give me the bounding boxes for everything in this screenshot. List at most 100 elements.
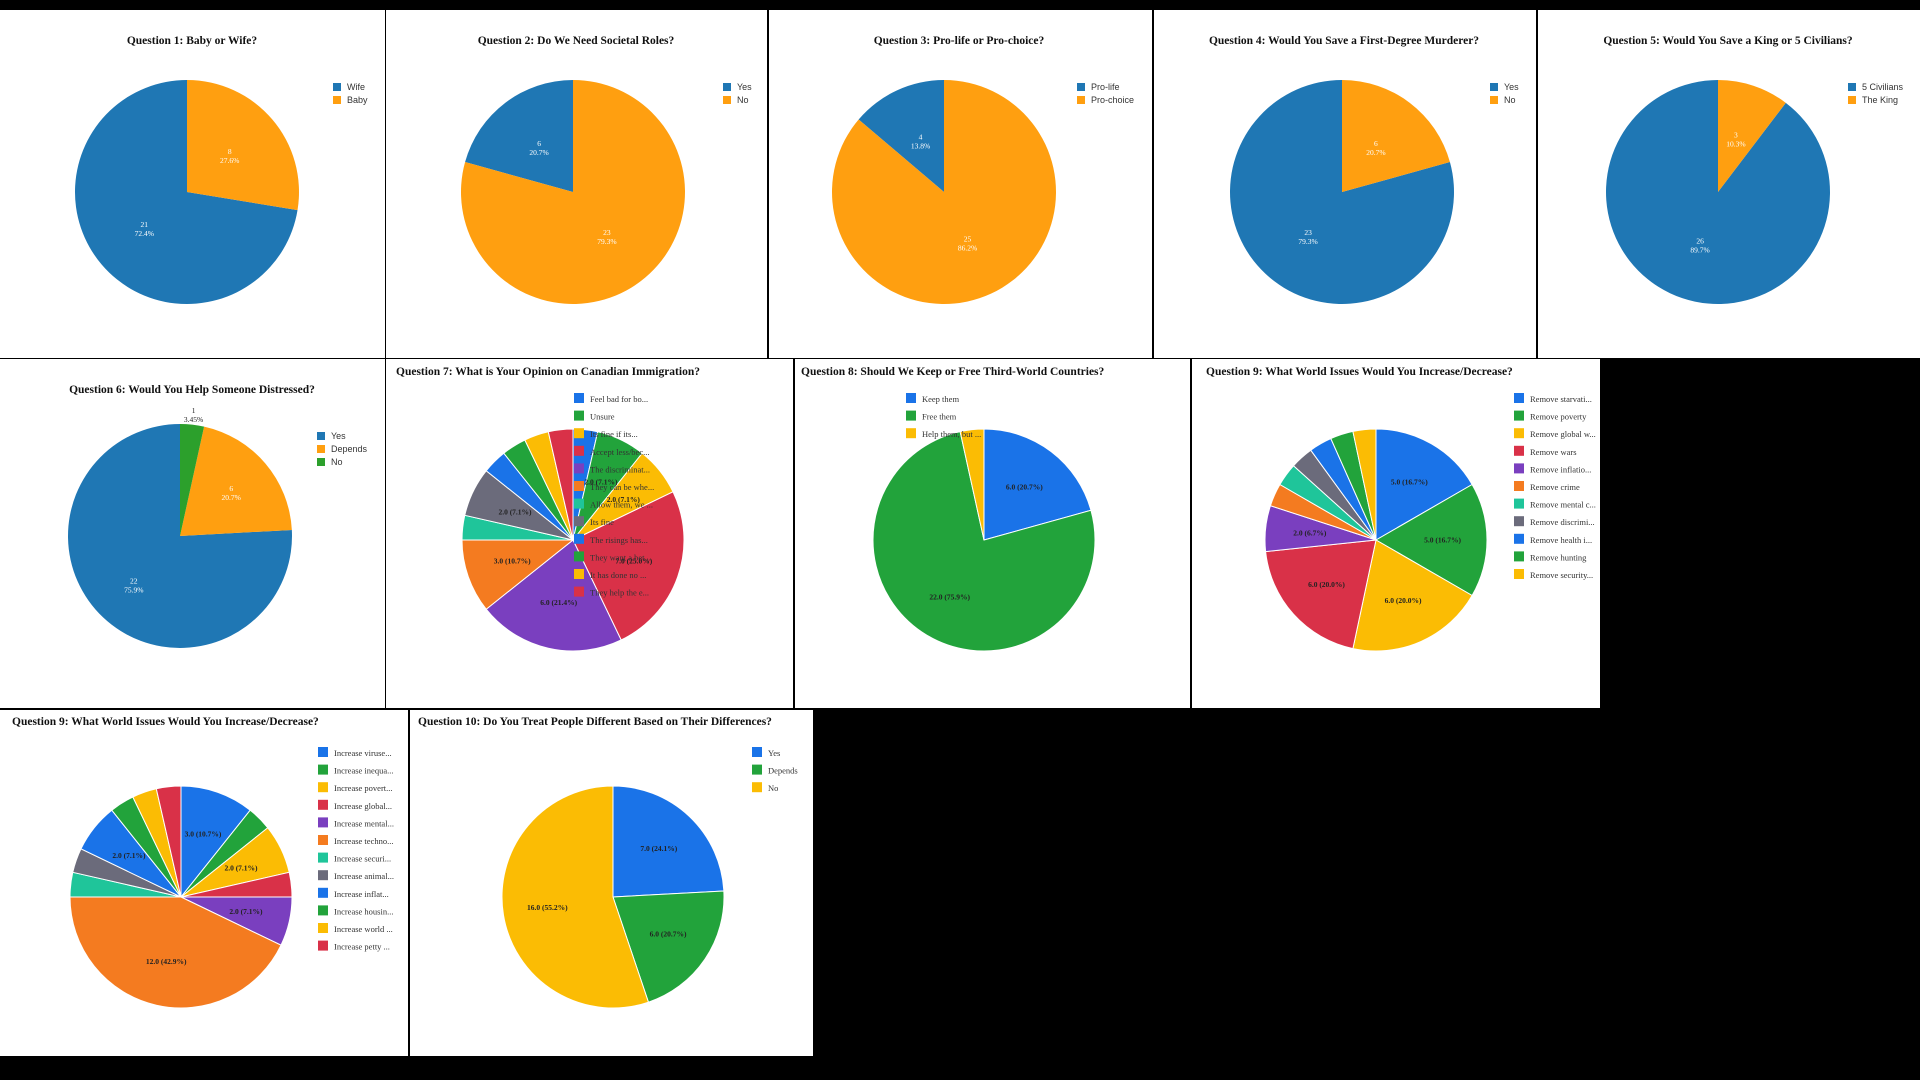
slice-label-0: 3.0 (10.7%) <box>185 829 222 838</box>
legend-label-1: Free them <box>922 412 957 422</box>
slice-label-2: 6.0 (20.0%) <box>1385 596 1422 605</box>
chart-legend: Remove starvati... Remove poverty Remove g… <box>1514 393 1596 580</box>
pie-slice-11 <box>155 785 182 898</box>
legend-swatch-2 <box>318 782 328 793</box>
legend-swatch-2 <box>1514 428 1524 439</box>
legend-label-1: Depends <box>768 766 798 776</box>
legend-swatch-9 <box>318 905 328 916</box>
legend-swatch-5 <box>574 481 584 491</box>
legend-swatch-0 <box>1077 83 1085 91</box>
pie-chart: Question 3: Pro-life or Pro-choice? 4 13.… <box>831 35 1134 304</box>
legend-swatch-8 <box>318 887 328 898</box>
chart-legend: Keep them Free them Help them, but ... <box>906 393 981 439</box>
legend-swatch-1 <box>1848 96 1856 104</box>
chart-panel-q2: Question 2: Do We Need Societal Roles? 6… <box>386 10 767 358</box>
legend-label-0: Remove starvati... <box>1530 394 1592 404</box>
slice-label-0: 23 79.3% <box>1298 228 1317 246</box>
legend-swatch-9 <box>574 551 584 562</box>
legend-label-11: They help the e... <box>590 588 649 598</box>
pie-slice-0 <box>1605 80 1830 304</box>
chart-legend: Yes Depends No <box>752 747 798 793</box>
slice-label-1: 6.0 (20.7%) <box>650 930 687 939</box>
slice-label-2: 2.0 (7.1%) <box>607 495 641 504</box>
chart-title: Question 9: What World Issues Would You … <box>12 716 319 728</box>
pie-slice-2 <box>180 424 205 536</box>
chart-title: Question 2: Do We Need Societal Roles? <box>478 35 675 47</box>
slice-label-5: 3.0 (10.7%) <box>494 557 531 566</box>
pie-slice-5 <box>461 539 575 610</box>
legend-label-1: Remove poverty <box>1530 412 1587 422</box>
legend-swatch-6 <box>318 852 328 863</box>
pie-chart: Question 7: What is Your Opinion on Cana… <box>396 366 700 652</box>
legend-swatch-4 <box>1514 463 1524 474</box>
legend-swatch-0 <box>1490 83 1498 91</box>
slice-label-1: 23 79.3% <box>597 228 616 246</box>
pie-slice-1 <box>1718 80 1786 192</box>
pie-slice-0 <box>74 80 298 304</box>
slice-label-7: 2.0 (7.1%) <box>498 507 532 516</box>
legend-label-5: Remove crime <box>1530 482 1580 492</box>
legend-label-3: Accept less/bec... <box>590 447 649 457</box>
legend-label-1: Pro-choice <box>1091 95 1134 105</box>
pie-chart: Question 10: Do You Treat People Differe… <box>418 716 798 1009</box>
slice-label-1: 6 20.7% <box>222 484 241 502</box>
slice-label-2: 16.0 (55.2%) <box>527 903 568 912</box>
chart-panel-q10: Question 10: Do You Treat People Differe… <box>410 710 813 1056</box>
legend-swatch-5 <box>1514 481 1524 491</box>
pie-slice-0 <box>180 785 251 899</box>
pie-slice-0 <box>1230 80 1455 304</box>
legend-swatch-1 <box>1514 410 1524 421</box>
legend-swatch-2 <box>752 782 762 793</box>
chart-panel-q4: Question 4: Would You Save a First-Degre… <box>1154 10 1536 358</box>
legend-label-1: Unsure <box>590 412 615 422</box>
pie-slice-3 <box>1265 539 1377 650</box>
pie-slice-2 <box>959 428 985 541</box>
chart-title: Question 4: Would You Save a First-Degre… <box>1209 35 1479 47</box>
legend-label-4: The discriminat... <box>590 464 650 474</box>
chart-legend: Feel bad for bo... Unsure Its fine if its.… <box>574 393 654 598</box>
legend-label-4: Increase mental... <box>334 818 394 828</box>
pie-chart: Question 9: What World Issues Would You … <box>12 716 394 1009</box>
pie-slice-3 <box>572 491 685 641</box>
pie-slices <box>461 428 685 652</box>
legend-label-10: Remove security... <box>1530 570 1593 580</box>
legend-label-0: Yes <box>737 82 752 92</box>
pie-slices <box>872 428 1096 652</box>
pie-slice-10 <box>1352 428 1377 541</box>
legend-label-10: Increase world ... <box>334 924 393 934</box>
pie-slices <box>460 80 685 304</box>
slice-label-1: 8 27.6% <box>220 147 239 165</box>
chart-panel-q9-increase: Question 9: What World Issues Would You … <box>0 710 408 1056</box>
legend-swatch-10 <box>1514 569 1524 579</box>
legend-swatch-8 <box>574 533 584 544</box>
legend-label-0: Yes <box>331 431 346 441</box>
chart-panel-q1: Question 1: Baby or Wife? 21 72.4% 8 27.6% W… <box>0 10 385 358</box>
legend-label-2: No <box>768 783 778 793</box>
legend-label-9: Increase housin... <box>334 906 393 916</box>
legend-swatch-4 <box>318 817 328 828</box>
legend-swatch-3 <box>318 799 328 810</box>
legend-label-7: Increase animal... <box>334 871 394 881</box>
legend-swatch-2 <box>906 428 916 439</box>
legend-label-8: Remove health i... <box>1530 535 1592 545</box>
pie-slice-11 <box>547 428 574 541</box>
legend-swatch-1 <box>318 764 328 775</box>
pie-chart: Question 1: Baby or Wife? 21 72.4% 8 27.6% W… <box>74 35 368 304</box>
pie-slice-1 <box>1342 80 1450 192</box>
legend-swatch-0 <box>318 747 328 757</box>
legend-label-0: Keep them <box>922 394 959 404</box>
pie-slice-1 <box>460 80 685 304</box>
slice-label-4: 6.0 (21.4%) <box>540 598 577 607</box>
chart-title: Question 5: Would You Save a King or 5 C… <box>1603 35 1853 47</box>
legend-swatch-1 <box>1077 96 1085 104</box>
legend-swatch-11 <box>574 586 584 597</box>
legend-swatch-7 <box>1514 516 1524 527</box>
chart-title: Question 8: Should We Keep or Free Third… <box>801 366 1105 378</box>
slice-label-0: 5.0 (16.7%) <box>1391 478 1428 487</box>
legend-label-9: They want a bet... <box>590 552 651 562</box>
legend-swatch-2 <box>574 428 584 439</box>
legend-swatch-5 <box>318 835 328 845</box>
pie-chart: Question 8: Should We Keep or Free Third… <box>801 366 1105 652</box>
chart-legend: Yes No <box>723 82 752 105</box>
legend-label-9: Remove hunting <box>1530 552 1587 562</box>
